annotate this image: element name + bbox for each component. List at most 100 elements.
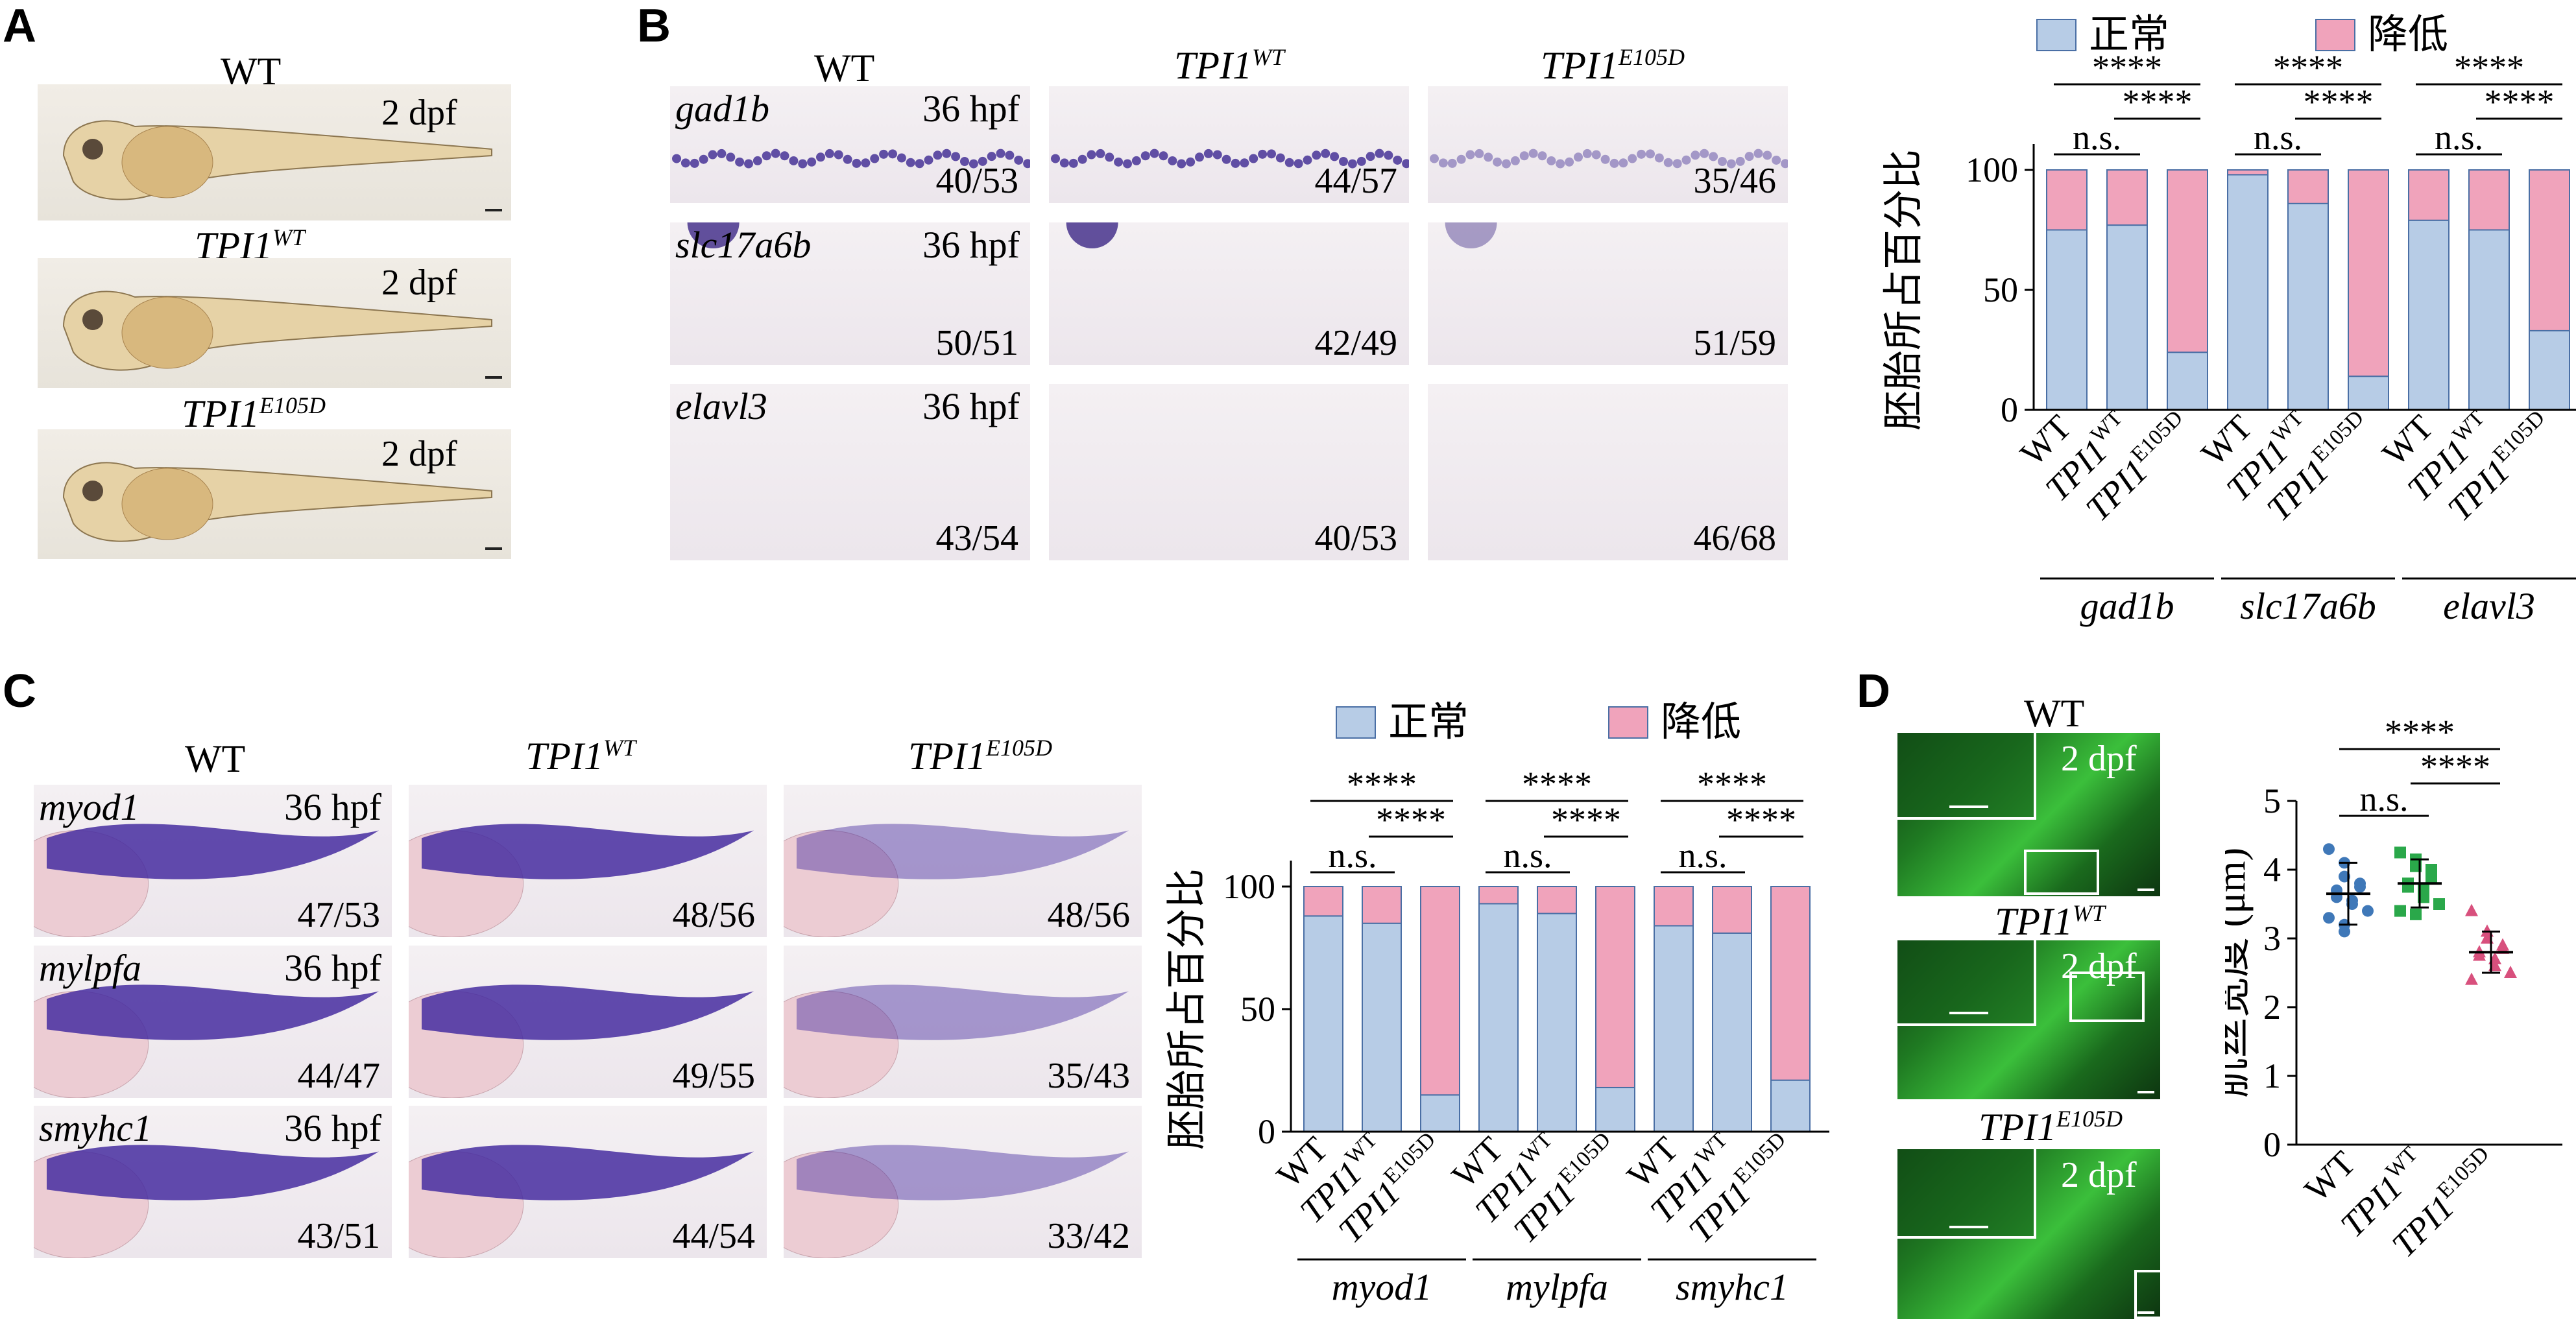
data-point-2-0 (2465, 903, 2478, 916)
group-label-mylpfa: mylpfa (1506, 1266, 1608, 1308)
group-label-myod1: myod1 (1332, 1266, 1432, 1308)
bar-normal-5 (1595, 1086, 1635, 1133)
legend-swatch-0 (2036, 19, 2076, 51)
significance-label-2: **** (2420, 747, 2490, 786)
legend-label-0: 正常 (2089, 13, 2169, 57)
scale-bar (1949, 1012, 1988, 1014)
scale-bar (2137, 1311, 2154, 1314)
y-tick-label: 0 (1258, 1112, 1275, 1151)
stain-illustration (1066, 222, 1118, 248)
ish-image-gad1b-0: gad1b 36 hpf 40/53 (670, 86, 1030, 203)
ish-image-myod1-1: 48/56 (409, 785, 767, 937)
ish-image-slc17a6b-0: slc17a6b 36 hpf 50/51 (670, 222, 1030, 365)
data-point-1-9 (2433, 898, 2445, 910)
ish-image-smyhc1-2: 33/42 (784, 1106, 1142, 1258)
panel-a-embryo-image-tpi1-wt: 2 dpf (38, 258, 511, 388)
panel-a-embryo-image-tpi1-e105d: 2 dpf (38, 429, 511, 559)
embryo-count: 49/55 (672, 1056, 755, 1096)
significance-label-6: n.s. (2435, 118, 2483, 157)
panel-d-title-tpi1-wt: TPI1WT (1995, 900, 2106, 943)
embryo-illustration (62, 120, 492, 200)
panel-letter-d: D (1857, 665, 1890, 717)
scale-bar (1949, 805, 1988, 808)
y-tick-label: 50 (1983, 270, 2018, 309)
gene-label-mylpfa: mylpfa (39, 947, 141, 989)
bar-normal-3 (2227, 174, 2269, 411)
data-point-1-0 (2394, 846, 2406, 859)
scale-bar (1949, 1226, 1988, 1228)
stage-label: 36 hpf (922, 385, 1020, 427)
bar-reduced-1 (1362, 886, 1402, 924)
bar-reduced-3 (2227, 169, 2269, 176)
ish-image-myod1-2: 48/56 (784, 785, 1142, 937)
embryo-count: 44/57 (1314, 161, 1397, 201)
y-axis-label: 胚胎所占百分比 (1882, 149, 1926, 431)
y-tick-label: 4 (2263, 850, 2281, 889)
stage-label: 2 dpf (381, 434, 457, 474)
legend-swatch-1 (1608, 706, 1648, 739)
panel-b-column-title-tpi1-e105d: TPI1E105D (1541, 44, 1685, 87)
significance-label-6: n.s. (1678, 836, 1727, 875)
y-axis-label: 胚胎所占百分比 (1165, 868, 1209, 1150)
ish-image-mylpfa-2: 35/43 (784, 946, 1142, 1098)
data-point-0-10 (2323, 912, 2335, 924)
bar-reduced-3 (1478, 886, 1519, 905)
legend-label-0: 正常 (1388, 700, 1469, 745)
embryo-count: 35/46 (1693, 161, 1776, 201)
data-point-1-11 (2410, 908, 2422, 920)
bar-reduced-7 (2468, 169, 2510, 231)
zoom-inset (1897, 1149, 2036, 1239)
data-point-2-6 (2473, 948, 2486, 961)
stain-illustration (1430, 149, 1788, 169)
ish-image-elavl3-1: 40/53 (1049, 384, 1409, 560)
bar-normal-2 (2167, 352, 2208, 411)
y-tick-label: 100 (1223, 867, 1275, 906)
bar-normal-0 (1303, 915, 1343, 1132)
legend-swatch-0 (1336, 706, 1376, 739)
bar-reduced-4 (2287, 169, 2329, 204)
significance-label-8: **** (1726, 800, 1796, 839)
significance-label-7: **** (1697, 765, 1767, 804)
bar-reduced-5 (1595, 886, 1635, 1088)
significance-label-0: n.s. (1328, 836, 1377, 875)
bar-reduced-6 (2408, 169, 2450, 221)
stain-illustration (672, 149, 1030, 169)
scale-bar (2137, 888, 2154, 891)
embryo-count: 43/54 (935, 518, 1018, 558)
significance-label-5: **** (1551, 800, 1621, 839)
ish-image-smyhc1-0: smyhc1 36 hpf 43/51 (34, 1106, 392, 1258)
panel-b-column-title-wt: WT (814, 47, 875, 89)
bar-normal-7 (1712, 932, 1752, 1132)
embryo-count: 51/59 (1693, 323, 1776, 363)
stain-illustration (784, 984, 1129, 1098)
significance-label-1: **** (1347, 765, 1417, 804)
scale-bar (485, 376, 502, 379)
zoom-region-box (2134, 1270, 2160, 1319)
bar-normal-5 (2348, 375, 2389, 411)
bar-reduced-7 (1712, 886, 1752, 934)
bar-reduced-0 (2046, 169, 2088, 231)
significance-label-3: n.s. (2254, 118, 2302, 157)
significance-label-1: **** (2385, 713, 2455, 752)
bar-normal-7 (2468, 229, 2510, 411)
embryo-count: 47/53 (297, 895, 380, 935)
group-label-slc17a6b: slc17a6b (2240, 585, 2376, 627)
bar-reduced-5 (2348, 169, 2389, 377)
panel-letter-c: C (3, 665, 36, 717)
y-tick-label: 2 (2263, 988, 2281, 1027)
stage-label: 2 dpf (2061, 1155, 2137, 1195)
stage-label: 36 hpf (284, 1107, 381, 1149)
bar-normal-8 (2529, 329, 2570, 411)
embryo-count: 33/42 (1047, 1216, 1130, 1256)
bar-normal-6 (1654, 925, 1694, 1132)
bar-reduced-8 (1770, 886, 1811, 1081)
significance-label-1: **** (2092, 48, 2162, 87)
bar-reduced-0 (1303, 886, 1343, 917)
legend-label-1: 降低 (1661, 700, 1741, 745)
significance-label-2: **** (2123, 82, 2193, 121)
group-label-elavl3: elavl3 (2443, 585, 2535, 627)
y-tick-label: 5 (2263, 781, 2281, 820)
ish-image-elavl3-0: elavl3 36 hpf 43/54 (670, 384, 1030, 560)
zoom-region-box (2024, 850, 2099, 895)
